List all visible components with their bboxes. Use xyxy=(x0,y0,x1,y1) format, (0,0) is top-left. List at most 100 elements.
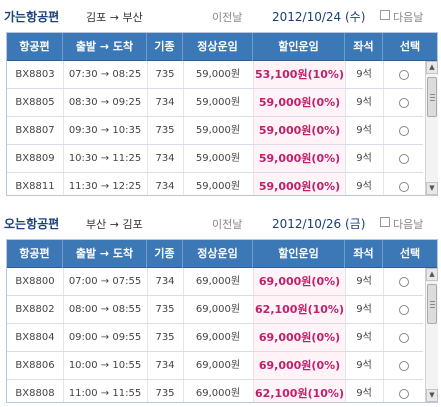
regular-fare: 69,000원 xyxy=(195,276,241,287)
discount-fare: 59,000원(0%) xyxy=(254,89,345,116)
inbound-next-day-link[interactable]: 다음날 xyxy=(393,218,424,231)
regular-fare: 69,000원 xyxy=(195,360,241,371)
aircraft-type: 735 xyxy=(155,304,175,315)
inbound-header: 오는항공편 부산 → 김포 이전날 2012/10/26 (금) 다음날 xyxy=(0,207,441,235)
seats-left: 9석 xyxy=(356,181,372,192)
aircraft-type: 735 xyxy=(155,388,175,399)
select-radio[interactable] xyxy=(399,154,409,164)
aircraft-type: 735 xyxy=(155,69,175,80)
regular-fare: 59,000원 xyxy=(195,97,241,108)
table-row[interactable]: BX8811 11:30 → 12:25 734 59,000원 59,000원… xyxy=(7,173,423,195)
seats-left: 9석 xyxy=(356,125,372,136)
flight-time: 09:30 → 10:35 xyxy=(68,125,142,136)
table-row[interactable]: BX8804 09:00 → 09:55 735 69,000원 69,000원… xyxy=(7,324,423,352)
select-cell xyxy=(383,89,423,116)
flight-time: 10:00 → 10:55 xyxy=(68,360,142,371)
table-row[interactable]: BX8808 11:00 → 11:55 735 69,000원 62,100원… xyxy=(7,380,423,402)
flight-number: BX8805 xyxy=(15,97,55,108)
discount-fare: 69,000원(0%) xyxy=(254,352,345,379)
flight-time: 08:00 → 08:55 xyxy=(68,304,142,315)
discount-fare: 59,000원(0%) xyxy=(254,145,345,172)
aircraft-type: 734 xyxy=(155,181,175,192)
outbound-next-day-checkbox[interactable] xyxy=(380,10,390,20)
table-row[interactable]: BX8807 09:30 → 10:35 735 59,000원 59,000원… xyxy=(7,117,423,145)
col-header-seats: 좌석 xyxy=(345,240,383,268)
regular-fare: 59,000원 xyxy=(195,153,241,164)
scroll-up-icon[interactable]: ▲ xyxy=(426,268,438,281)
inbound-next-day-checkbox[interactable] xyxy=(380,217,390,227)
discount-fare: 53,100원(10%) xyxy=(254,61,345,88)
table-row[interactable]: BX8806 10:00 → 10:55 734 69,000원 69,000원… xyxy=(7,352,423,380)
aircraft-type: 734 xyxy=(155,97,175,108)
discount-fare: 62,100원(10%) xyxy=(254,296,345,323)
select-radio[interactable] xyxy=(399,305,409,315)
flight-number: BX8808 xyxy=(15,388,55,399)
flight-number: BX8807 xyxy=(15,125,55,136)
inbound-prev-day-link[interactable]: 이전날 xyxy=(212,218,243,231)
select-radio[interactable] xyxy=(399,333,409,343)
col-header-flight: 항공편 xyxy=(7,33,63,61)
flight-time: 08:30 → 09:25 xyxy=(68,97,142,108)
flight-number: BX8802 xyxy=(15,304,55,315)
regular-fare: 69,000원 xyxy=(195,304,241,315)
table-row[interactable]: BX8800 07:00 → 07:55 734 69,000원 69,000원… xyxy=(7,268,423,296)
aircraft-type: 734 xyxy=(155,276,175,287)
select-cell xyxy=(383,296,423,323)
scroll-down-icon[interactable]: ▼ xyxy=(426,182,438,195)
col-header-time: 출발 → 도착 xyxy=(63,240,147,268)
select-radio[interactable] xyxy=(399,361,409,371)
discount-fare: 59,000원(0%) xyxy=(254,117,345,144)
col-header-flight: 항공편 xyxy=(7,240,63,268)
select-cell xyxy=(383,380,423,402)
select-radio[interactable] xyxy=(399,182,409,192)
col-header-type: 기종 xyxy=(147,33,183,61)
col-header-fare: 정상운임 xyxy=(183,33,253,61)
seats-left: 9석 xyxy=(356,153,372,164)
aircraft-type: 735 xyxy=(155,125,175,136)
col-header-seats: 좌석 xyxy=(345,33,383,61)
scroll-up-icon[interactable]: ▲ xyxy=(426,61,438,74)
table-row[interactable]: BX8809 10:30 → 11:25 734 59,000원 59,000원… xyxy=(7,145,423,173)
flight-time: 11:00 → 11:55 xyxy=(68,388,142,399)
inbound-section: 오는항공편 부산 → 김포 이전날 2012/10/26 (금) 다음날 항공편… xyxy=(0,207,441,403)
select-radio[interactable] xyxy=(399,70,409,80)
scroll-thumb[interactable] xyxy=(427,284,437,324)
inbound-route: 부산 → 김포 xyxy=(86,218,143,231)
flight-number: BX8809 xyxy=(15,153,55,164)
col-header-select: 선택 xyxy=(399,247,421,260)
inbound-date: 2012/10/26 (금) xyxy=(272,217,366,231)
aircraft-type: 735 xyxy=(155,332,175,343)
select-cell xyxy=(383,324,423,351)
select-radio[interactable] xyxy=(399,98,409,108)
select-radio[interactable] xyxy=(399,277,409,287)
inbound-table-body: BX8800 07:00 → 07:55 734 69,000원 69,000원… xyxy=(7,268,423,402)
regular-fare: 69,000원 xyxy=(195,332,241,343)
flight-time: 11:30 → 12:25 xyxy=(68,181,142,192)
regular-fare: 69,000원 xyxy=(195,388,241,399)
outbound-prev-day-link[interactable]: 이전날 xyxy=(212,11,243,24)
outbound-next-day-link[interactable]: 다음날 xyxy=(393,11,424,24)
scroll-thumb[interactable] xyxy=(427,77,437,117)
outbound-scrollbar[interactable]: ▲ ▼ xyxy=(425,61,438,195)
outbound-table-header: 항공편 출발 → 도착 기종 정상운임 할인운임 좌석 선택 xyxy=(7,33,437,61)
flight-time: 09:00 → 09:55 xyxy=(68,332,142,343)
seats-left: 9석 xyxy=(356,69,372,80)
inbound-title: 오는항공편 xyxy=(4,217,60,231)
table-row[interactable]: BX8805 08:30 → 09:25 734 59,000원 59,000원… xyxy=(7,89,423,117)
seats-left: 9석 xyxy=(356,97,372,108)
discount-fare: 59,000원(0%) xyxy=(254,173,345,195)
scroll-down-icon[interactable]: ▼ xyxy=(426,389,438,402)
flight-number: BX8804 xyxy=(15,332,55,343)
inbound-scrollbar[interactable]: ▲ ▼ xyxy=(425,268,438,402)
seats-left: 9석 xyxy=(356,388,372,399)
select-radio[interactable] xyxy=(399,389,409,399)
discount-fare: 69,000원(0%) xyxy=(254,268,345,295)
col-header-type: 기종 xyxy=(147,240,183,268)
seats-left: 9석 xyxy=(356,332,372,343)
outbound-date: 2012/10/24 (수) xyxy=(272,10,366,24)
table-row[interactable]: BX8802 08:00 → 08:55 735 69,000원 62,100원… xyxy=(7,296,423,324)
col-header-time: 출발 → 도착 xyxy=(63,33,147,61)
table-row[interactable]: BX8803 07:30 → 08:25 735 59,000원 53,100원… xyxy=(7,61,423,89)
seats-left: 9석 xyxy=(356,276,372,287)
select-radio[interactable] xyxy=(399,126,409,136)
